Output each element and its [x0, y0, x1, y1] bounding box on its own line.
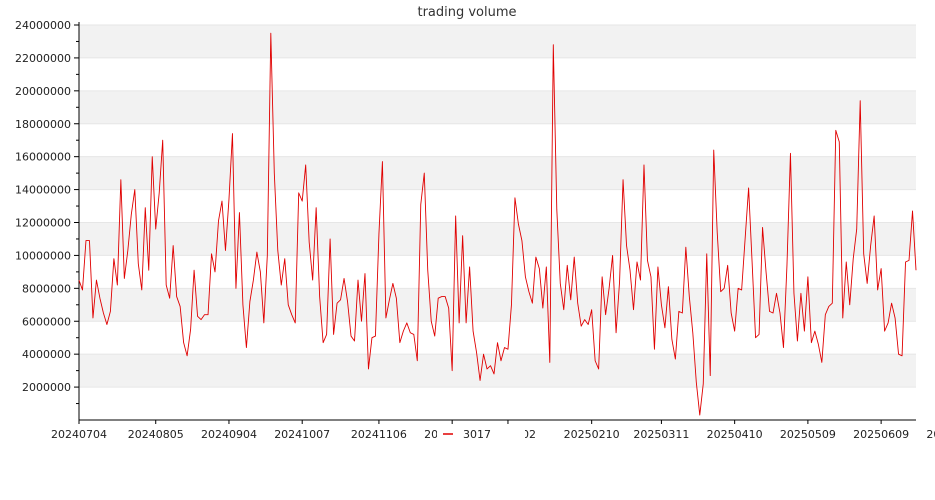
series-line-3017 — [78, 32, 917, 416]
x-tick-label: 20241106 — [351, 428, 407, 441]
grid-band — [79, 90, 916, 124]
y-tick-label: 24000000 — [15, 19, 71, 32]
x-tick-label: 20250210 — [564, 428, 620, 441]
y-tick-label: 22000000 — [15, 52, 71, 65]
y-tick-label: 10000000 — [15, 249, 71, 262]
y-tick-label: 8000000 — [22, 282, 71, 295]
grid-band — [79, 222, 916, 256]
y-axis: 2000000 4000000 6000000 8000000 10000000 1200… — [15, 19, 80, 420]
y-tick-label: 12000000 — [15, 217, 71, 230]
x-tick-label: 20240904 — [201, 428, 257, 441]
x-tick-label: 20240805 — [128, 428, 184, 441]
grid-band — [79, 156, 916, 190]
x-tick-label: 20250710 — [926, 428, 935, 441]
y-tick-label: 14000000 — [15, 184, 71, 197]
y-tick-label: 6000000 — [22, 315, 71, 328]
y-tick-label: 18000000 — [15, 118, 71, 131]
x-tick-label: 20250509 — [780, 428, 836, 441]
y-tick-label: 4000000 — [22, 348, 71, 361]
x-tick-label: 20250311 — [633, 428, 689, 441]
y-tick-label: 20000000 — [15, 85, 71, 98]
grid-band — [79, 288, 916, 322]
legend-label-3017: 3017 — [463, 428, 491, 441]
legend: 3017 — [437, 426, 525, 442]
chart-title: trading volume — [417, 5, 516, 20]
y-tick-label: 2000000 — [22, 381, 71, 394]
grid-bands — [79, 24, 916, 388]
grid-band — [79, 354, 916, 388]
x-tick-label: 20240704 — [51, 428, 107, 441]
series-group — [78, 32, 917, 416]
grid-band — [79, 25, 916, 58]
y-tick-label: 16000000 — [15, 151, 71, 164]
legend-background — [437, 426, 525, 442]
x-tick-label: 20241007 — [274, 428, 330, 441]
x-tick-label: 20250410 — [707, 428, 763, 441]
x-tick-label: 20250609 — [853, 428, 909, 441]
